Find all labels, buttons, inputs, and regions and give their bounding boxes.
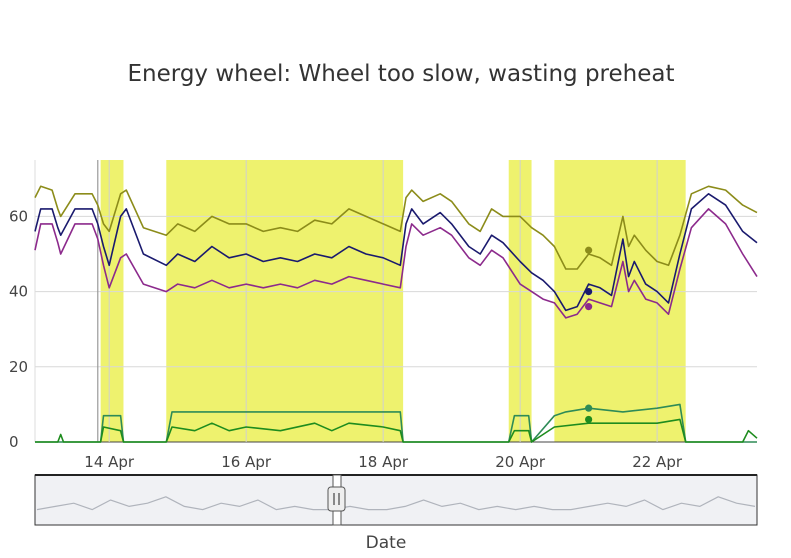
hover-markers	[585, 246, 593, 424]
y-tick-label: 60	[9, 207, 28, 225]
x-tick-label: 16 Apr	[221, 453, 272, 471]
x-tick-label: 14 Apr	[84, 453, 135, 471]
x-tick-label: 22 Apr	[632, 453, 683, 471]
series-line-5	[35, 418, 758, 443]
y-axis-ticks: 0 20 40 60	[9, 207, 28, 451]
highlight-band-4	[554, 160, 686, 442]
series-lines	[34, 185, 758, 443]
x-tick-label: 18 Apr	[358, 453, 409, 471]
x-axis-ticks: 14 Apr 16 Apr 18 Apr 20 Apr 22 Apr	[84, 453, 683, 471]
hover-marker-2	[585, 288, 593, 296]
range-slider-preview-line	[36, 496, 756, 511]
highlight-band-1	[100, 160, 124, 442]
highlight-bands	[100, 160, 686, 442]
x-tick-label: 20 Apr	[495, 453, 546, 471]
series-line-1	[34, 185, 758, 270]
y-tick-label: 20	[9, 358, 28, 376]
x-axis-title: Date	[366, 533, 407, 553]
range-slider[interactable]	[34, 474, 758, 526]
plot-area[interactable]	[34, 160, 758, 443]
series-line-2	[34, 193, 758, 312]
range-slider-track[interactable]	[34, 474, 758, 526]
hover-marker-5	[585, 415, 593, 424]
range-slider-handle[interactable]	[327, 486, 346, 512]
highlight-band-2	[166, 160, 404, 442]
y-tick-label: 0	[9, 433, 19, 451]
y-tick-label: 40	[9, 283, 28, 301]
hover-marker-3	[585, 303, 593, 311]
chart-title: Energy wheel: Wheel too slow, wasting pr…	[128, 61, 675, 87]
hover-marker-1	[585, 246, 593, 254]
series-line-3	[34, 208, 758, 319]
hover-marker-4	[585, 404, 593, 412]
grid-lines	[34, 160, 757, 443]
